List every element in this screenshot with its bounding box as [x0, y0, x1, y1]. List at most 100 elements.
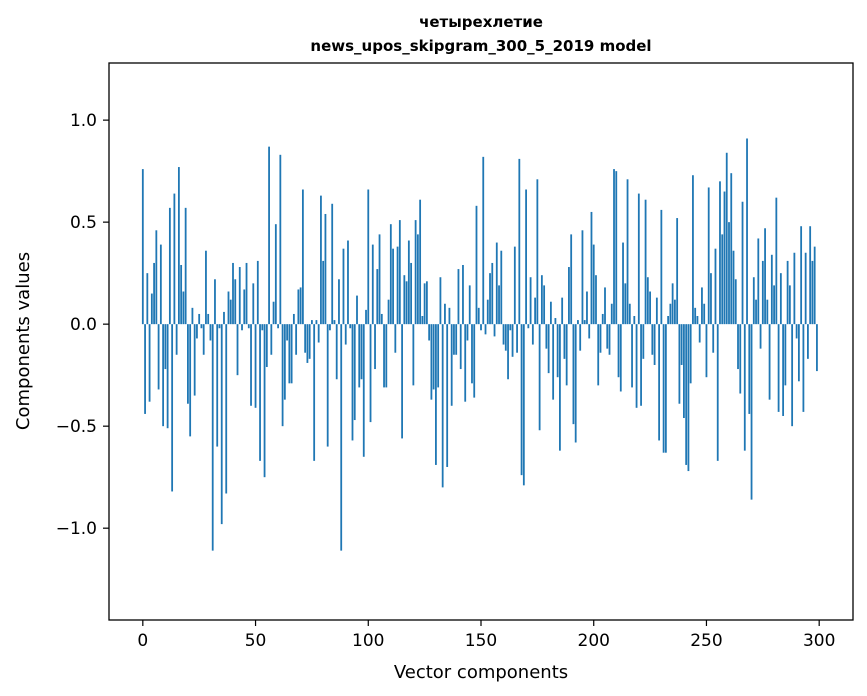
- bar-298: [813, 246, 816, 325]
- bar-45: [243, 289, 246, 325]
- bar-54: [263, 324, 266, 478]
- bar-109: [387, 299, 390, 325]
- bar-133: [441, 324, 444, 488]
- bar-163: [509, 324, 512, 331]
- bar-257: [721, 234, 724, 325]
- bar-217: [631, 324, 633, 388]
- bar-222: [642, 324, 645, 359]
- bar-106: [380, 313, 383, 325]
- bar-41: [234, 279, 237, 325]
- bar-29: [207, 313, 210, 325]
- bar-260: [728, 222, 730, 325]
- bar-42: [236, 324, 239, 376]
- bar-5: [153, 262, 155, 325]
- bar-243: [689, 324, 692, 384]
- bar-276: [764, 228, 766, 325]
- bar-121: [414, 220, 417, 325]
- bar-191: [572, 324, 575, 425]
- bar-246: [696, 316, 699, 325]
- bar-159: [500, 250, 503, 325]
- bar-157: [495, 242, 498, 325]
- bar-230: [660, 209, 663, 325]
- bar-293: [802, 324, 805, 412]
- bar-237: [676, 218, 679, 325]
- bar-74: [308, 324, 311, 359]
- bar-147: [473, 324, 476, 398]
- bar-144: [466, 324, 469, 341]
- bar-262: [732, 250, 735, 325]
- bar-93: [351, 324, 354, 441]
- x-tick-label-6: 300: [803, 631, 835, 651]
- bar-131: [437, 324, 440, 388]
- x-axis-ticks: 0 50 100 150 200 250 300: [137, 620, 835, 651]
- bar-283: [779, 273, 782, 325]
- bar-66: [290, 324, 293, 384]
- bar-282: [777, 324, 780, 412]
- bar-75: [311, 320, 313, 325]
- bar-8: [159, 244, 162, 325]
- bar-198: [588, 324, 591, 339]
- bar-84: [331, 203, 334, 325]
- bar-202: [597, 324, 600, 386]
- bar-62: [281, 324, 284, 427]
- bar-71: [301, 189, 304, 325]
- bar-160: [502, 324, 505, 345]
- bar-12: [168, 207, 171, 325]
- bar-80: [322, 260, 325, 325]
- bar-286: [786, 260, 789, 325]
- bar-102: [371, 244, 374, 325]
- bar-287: [788, 285, 791, 325]
- bar-285: [784, 324, 787, 386]
- bar-189: [568, 267, 570, 325]
- bar-127: [428, 324, 431, 341]
- bar-175: [536, 179, 539, 325]
- x-tick-label-5: 250: [690, 631, 722, 651]
- bar-150: [480, 324, 482, 331]
- bar-185: [559, 324, 561, 451]
- bar-125: [423, 283, 426, 325]
- bar-229: [658, 324, 661, 441]
- bar-261: [730, 173, 733, 325]
- bar-297: [811, 260, 814, 325]
- bar-203: [599, 324, 602, 353]
- bar-61: [279, 154, 282, 325]
- bar-289: [793, 252, 796, 325]
- plot-frame: [108, 62, 854, 621]
- bar-46: [245, 262, 248, 325]
- bar-244: [692, 175, 694, 325]
- bar-173: [531, 324, 534, 345]
- x-tick-label-0: 0: [137, 631, 148, 651]
- bar-130: [435, 324, 437, 465]
- bar-167: [518, 158, 521, 325]
- bar-18: [182, 291, 185, 325]
- bar-180: [547, 324, 550, 374]
- bar-210: [615, 171, 618, 325]
- bar-231: [662, 324, 665, 453]
- bar-31: [211, 324, 214, 551]
- bar-49: [252, 283, 255, 325]
- bar-284: [782, 324, 785, 416]
- bar-48: [250, 324, 252, 406]
- bar-178: [543, 285, 546, 325]
- bar-68: [295, 324, 298, 355]
- bar-204: [601, 313, 604, 325]
- bar-141: [459, 324, 462, 370]
- bar-137: [450, 324, 453, 406]
- bar-126: [425, 281, 428, 325]
- bar-186: [561, 297, 564, 325]
- bar-11: [166, 324, 169, 429]
- bar-216: [628, 303, 631, 325]
- bar-179: [545, 324, 548, 349]
- bar-9: [162, 324, 165, 427]
- bar-156: [493, 324, 496, 337]
- bar-37: [225, 324, 228, 494]
- x-tick-label-3: 150: [465, 631, 497, 651]
- bar-288: [791, 324, 794, 427]
- bar-155: [491, 262, 494, 325]
- bar-16: [177, 167, 180, 325]
- bar-34: [218, 324, 221, 329]
- bar-174: [534, 297, 537, 325]
- bar-25: [198, 313, 201, 325]
- bar-225: [649, 291, 651, 325]
- bar-223: [644, 199, 647, 325]
